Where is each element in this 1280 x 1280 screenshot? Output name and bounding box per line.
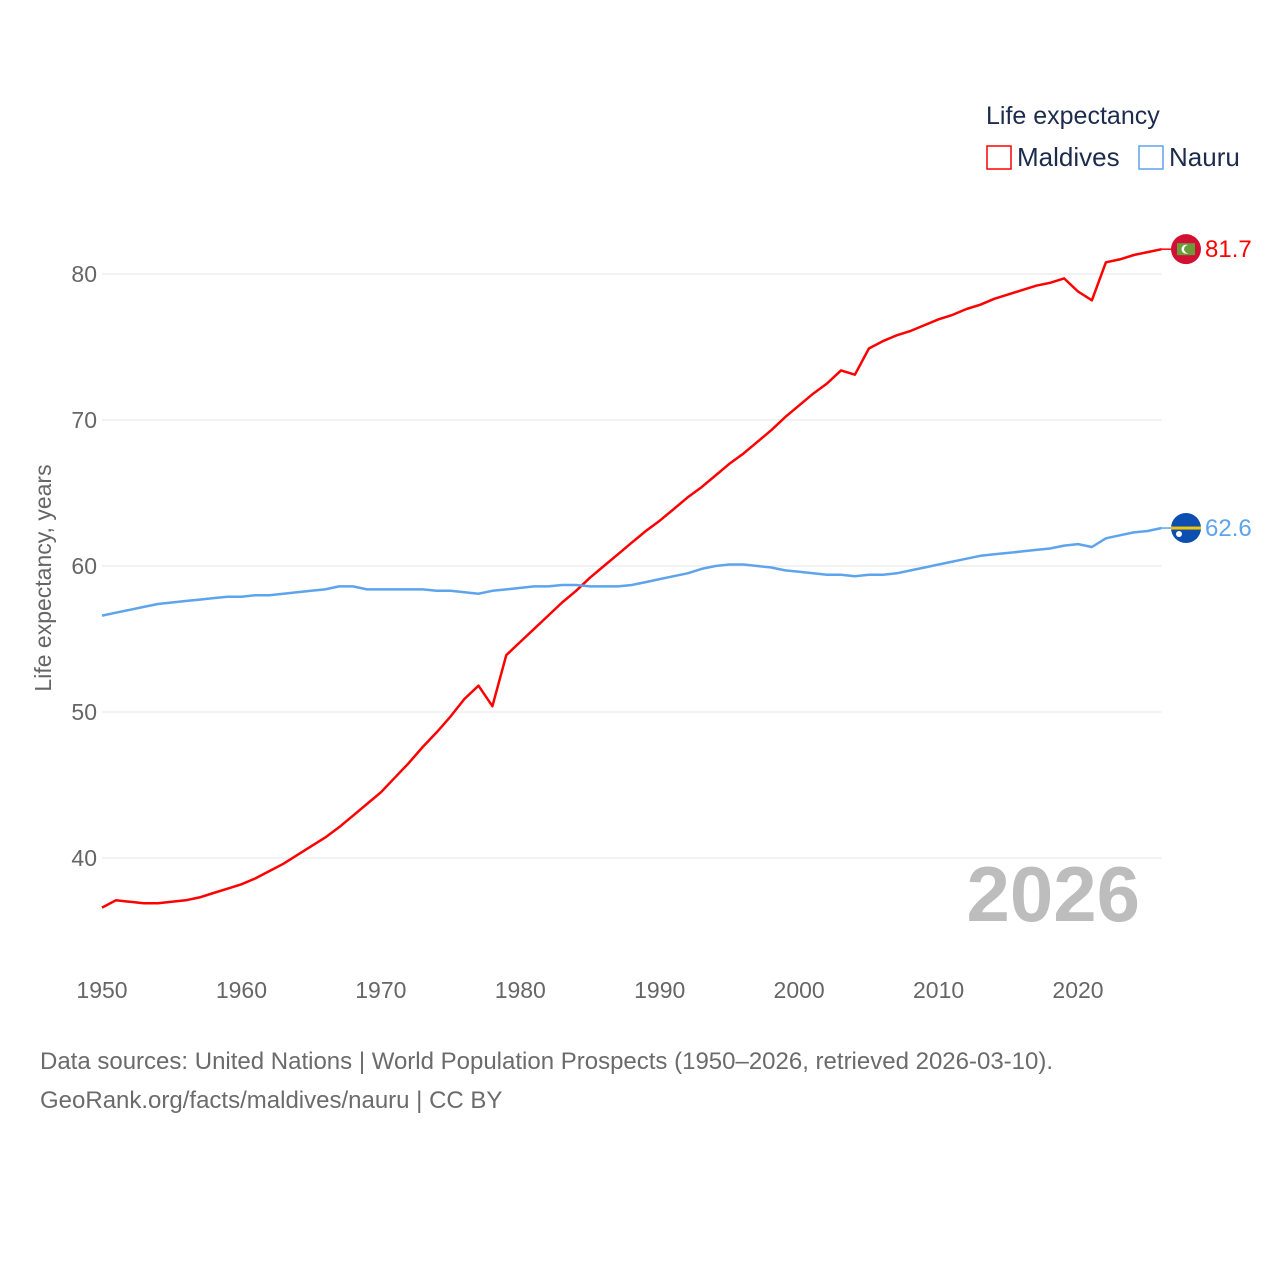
y-axis-label: Life expectancy, years [30,464,56,691]
x-axis-ticks: 1950 1960 1970 1980 1990 2000 2010 2020 [76,977,1103,1003]
maldives-flag-icon [1171,234,1201,265]
x-tick-label: 2010 [913,977,964,1003]
y-axis-ticks: 40 50 60 70 80 [71,261,97,871]
x-tick-label: 2020 [1052,977,1103,1003]
y-tick-label: 50 [71,699,97,725]
series-line-nauru[interactable] [101,526,1162,617]
y-tick-label: 60 [71,553,97,579]
series-line-maldives[interactable] [101,247,1162,909]
x-tick-label: 1970 [355,977,406,1003]
legend-item-maldives[interactable]: Maldives [986,142,1120,172]
end-value-label-nauru: 62.6 [1205,515,1252,542]
nauru-flag-icon [1171,513,1201,544]
legend-item-nauru[interactable]: Nauru [1138,142,1240,172]
y-tick-label: 40 [71,845,97,871]
y-tick-label: 70 [71,407,97,433]
x-tick-label: 1960 [216,977,267,1003]
y-tick-label: 80 [71,261,97,287]
legend-label-maldives: Maldives [1017,142,1120,172]
current-year-watermark: 2026 [966,850,1140,938]
legend: Life expectancy Maldives Nauru [986,102,1240,172]
series: 81.7 62.6 [101,234,1252,909]
legend-swatch-maldives [986,145,1012,170]
legend-title: Life expectancy [986,102,1160,130]
x-tick-label: 1980 [495,977,546,1003]
x-tick-label: 1950 [76,977,127,1003]
grid [102,273,1162,859]
legend-label-nauru: Nauru [1169,142,1240,172]
legend-swatch-nauru [1138,145,1164,170]
x-tick-label: 2000 [774,977,825,1003]
footer-attribution[interactable]: GeoRank.org/facts/maldives/nauru | CC BY [40,1087,502,1114]
footer-sources: Data sources: United Nations | World Pop… [40,1048,1053,1075]
end-value-label-maldives: 81.7 [1205,236,1252,263]
x-tick-label: 1990 [634,977,685,1003]
